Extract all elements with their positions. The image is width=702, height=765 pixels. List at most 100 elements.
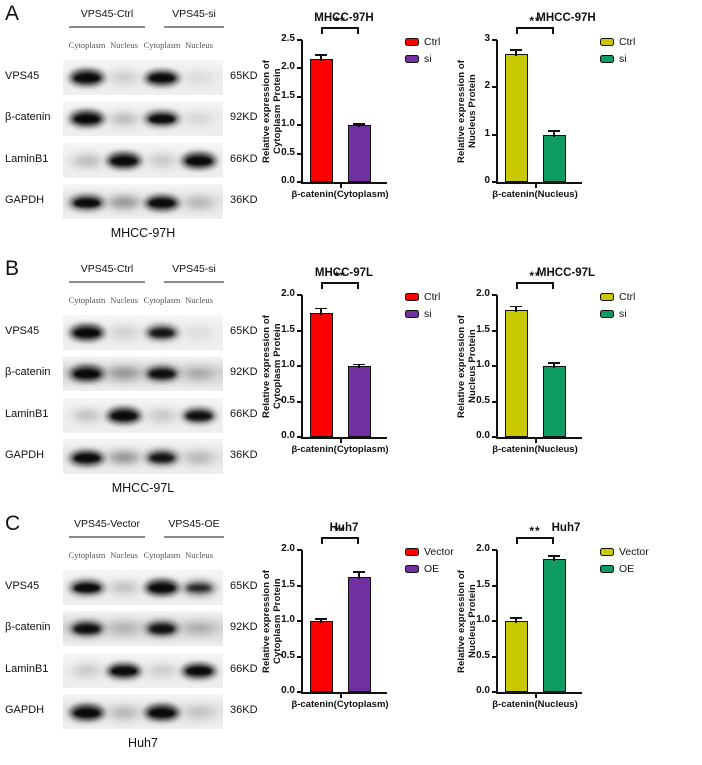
bar[interactable] [309,312,333,437]
y-axis-tick [297,584,302,587]
x-axis-center-tick [535,184,537,188]
bar[interactable] [504,621,528,692]
legend-item[interactable]: Vector [405,546,454,558]
plot-area: 0.0 0.5 1.0 1.5 2.0 [476,543,582,698]
bracket-left [321,537,323,544]
y-axis-tick-label: 0.5 [476,394,490,406]
legend-item[interactable]: Ctrl [600,36,635,48]
error-bar-cap [510,305,522,308]
x-axis-center-tick [535,694,537,698]
x-axis-category-label: β-catenin(Nucleus) [492,444,578,455]
y-axis-tick-label: 0.0 [476,430,490,441]
plot-area: 0.0 0.5 1.0 1.5 2.0 [281,288,387,443]
bar[interactable] [309,59,333,182]
legend-label: Vector [424,546,454,558]
x-axis [301,182,387,184]
y-axis-tick [492,329,497,332]
legend-item[interactable]: Vector [600,546,649,558]
x-axis-category-label: β-catenin(Cytoplasm) [291,444,389,455]
blot-band-core [111,667,137,675]
y-axis-tick-label: 2.0 [281,61,295,73]
y-axis-tick [492,691,497,693]
legend-color-swatch [405,565,419,573]
bracket-top [516,282,554,284]
legend-item[interactable]: Ctrl [405,36,440,48]
blot-mw-label: 36KD [230,448,258,461]
legend-color-swatch [600,293,614,301]
blot-fraction-label: Cytoplasm [68,295,106,305]
blot-band [145,409,179,422]
blot-group-rule [69,26,145,28]
error-bar [320,54,322,62]
x-axis [496,182,582,184]
y-axis-tick [297,436,302,438]
legend-label: Ctrl [424,291,441,303]
legend-color-swatch [600,548,614,556]
error-bar-cap [510,48,522,51]
significance-label: ** [529,14,541,28]
legend-item[interactable]: Ctrl [405,291,440,303]
bar[interactable] [347,576,371,692]
blot-fraction-label: Cytoplasm [68,550,106,560]
blot-row-label: GAPDH [5,448,45,461]
bar[interactable] [542,366,566,437]
blot-band [182,451,216,464]
y-axis-tick [297,365,302,367]
blot-band [70,154,104,167]
blot-fraction-label: Nucleus [185,550,213,560]
blot-group-label: VPS45-Ctrl [80,263,134,275]
bar[interactable] [309,621,333,692]
bar[interactable] [504,309,528,437]
legend-item[interactable]: si [405,308,432,320]
error-bar [358,363,360,368]
blot-mw-label: 65KD [230,324,258,337]
blot-fraction-label: Nucleus [110,550,138,560]
blot-row-label: GAPDH [5,703,45,716]
y-axis-tick-label: 1.5 [476,578,490,590]
blot-band-core [74,370,100,378]
legend-label: Ctrl [619,291,636,303]
blot-row-label: GAPDH [5,193,45,206]
blot-fraction-label: Cytoplasm [143,40,181,50]
chart-title: Huh7 [551,522,581,534]
legend-color-swatch [405,310,419,318]
panel-letter: C [5,512,21,535]
blot-band-core [149,370,175,378]
plot-area: 0.0 0.5 1.0 1.5 2.0 2.5 [281,33,387,188]
blot-row-label: VPS45 [5,579,40,592]
y-axis-tick-label: 0.0 [476,685,490,696]
legend-item[interactable]: si [600,308,627,320]
blot-band-core [149,199,175,207]
blot-band [107,195,141,210]
legend-color-swatch [600,38,614,46]
blot-mw-label: 36KD [230,703,258,716]
error-bar-cap [353,363,365,366]
bar[interactable] [542,134,566,182]
bar-chart: MHCC-97L 0.0 0.5 1.0 1.5 2.0 Relative expressi… [450,255,702,510]
legend-label: Vector [619,546,649,558]
legend-item[interactable]: Ctrl [600,291,635,303]
blot-band-core [149,709,175,717]
blot-row-label: LaminB1 [5,662,49,675]
blot-band-core [74,709,100,717]
blot-band [107,112,141,125]
legend-item[interactable]: OE [600,563,634,575]
bar[interactable] [347,125,371,182]
bar[interactable] [542,558,566,692]
blot-mw-label: 66KD [230,152,258,165]
legend-item[interactable]: OE [405,563,439,575]
bar[interactable] [504,53,528,182]
bar[interactable] [347,366,371,437]
error-bar-cap [548,362,560,365]
significance-label: ** [334,14,346,28]
blot-band-core [149,625,175,633]
y-axis-tick-label: 1.5 [281,89,295,101]
blot-band-core [149,454,175,462]
legend-item[interactable]: si [405,53,432,65]
y-axis-tick [492,86,497,89]
y-axis-tick [492,655,497,658]
blot-group-rule [164,26,224,28]
blot-band-core [111,157,137,165]
legend-item[interactable]: si [600,53,627,65]
y-axis-tick [492,549,497,551]
